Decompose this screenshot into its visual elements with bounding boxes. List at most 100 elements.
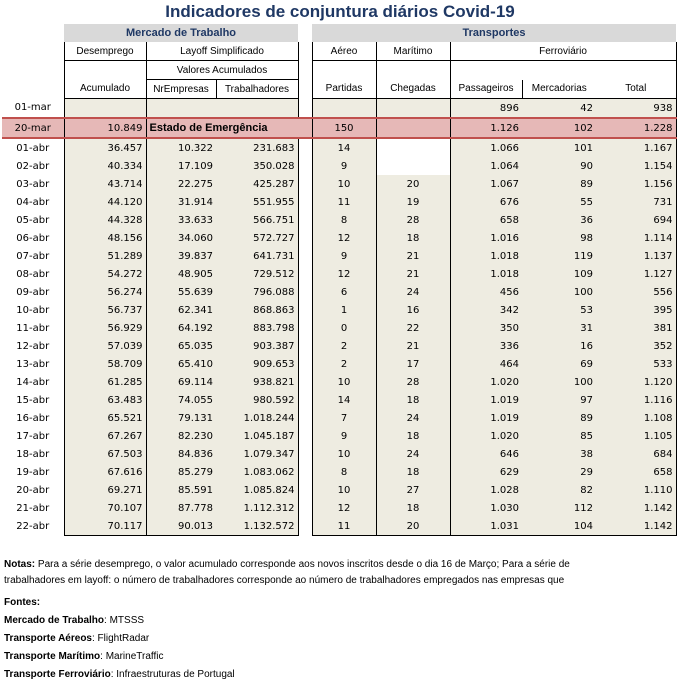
cell-chegadas: 22 (376, 319, 451, 337)
gap-cell (298, 247, 312, 265)
header-partidas: Partidas (311, 79, 377, 99)
row-date: 19-abr (16, 466, 50, 478)
cell-passageiros: 1.066 (450, 138, 522, 157)
cell-desemprego: 36.457 (63, 138, 147, 157)
table-row: 16-abr 65.521 79.131 1.018.244 7 24 1.019 89 1.1… (2, 409, 677, 427)
gap-cell (298, 265, 312, 283)
cell-trabalhadores: 1.018.244 (216, 409, 299, 427)
cell-trabalhadores: 572.727 (216, 229, 299, 247)
cell-total: 1.127 (596, 265, 677, 283)
cell-total: 1.142 (596, 517, 677, 536)
cell-desemprego: 61.285 (63, 373, 147, 391)
row-date: 18-abr (16, 448, 50, 460)
table-row: 07-abr 51.289 39.837 641.731 9 21 1.018 119 1.13… (2, 247, 677, 265)
cell-passageiros: 1.020 (450, 427, 522, 445)
source-transporte-aereo: Transporte Aéreos: FlightRadar (4, 633, 150, 644)
notes-line-2: trabalhadores em layoff: o número de tra… (4, 575, 565, 586)
notes-line-1: Para a série desemprego, o valor acumula… (35, 559, 570, 570)
table-row: 15-abr 63.483 74.055 980.592 14 18 1.019 97 1.11… (2, 391, 677, 409)
cell-mercadorias: 90 (522, 157, 596, 175)
row-date: 09-abr (16, 286, 50, 298)
cell-chegadas: 27 (376, 481, 451, 499)
cell-partidas: 9 (311, 427, 377, 445)
header-row-2: Valores Acumulados (2, 60, 677, 80)
cell-nrempresas: 82.230 (146, 427, 216, 445)
table-row: 03-abr 43.714 22.275 425.287 10 20 1.067 89 1.15… (2, 175, 677, 193)
cell-passageiros: 1.018 (450, 265, 522, 283)
cell-partidas: 14 (311, 138, 377, 157)
cell-trabalhadores: 903.387 (216, 337, 299, 355)
cell-trabalhadores: 883.798 (216, 319, 299, 337)
cell-nrempresas: 85.279 (146, 463, 216, 481)
cell-desemprego: 65.521 (63, 409, 147, 427)
row-date: 22-abr (16, 520, 50, 532)
cell-desemprego: 58.709 (63, 355, 147, 373)
cell-total: 938 (596, 98, 677, 118)
cell-total: 556 (596, 283, 677, 301)
cell-chegadas: 18 (376, 499, 451, 517)
header-trabalhadores: Trabalhadores (216, 79, 299, 99)
row-date: 13-abr (16, 358, 50, 370)
cell-mercadorias: 53 (522, 301, 596, 319)
cell-chegadas: 17 (376, 355, 451, 373)
cell-nrempresas: 79.131 (146, 409, 216, 427)
cell-partidas (311, 98, 377, 118)
cell-partidas: 10 (311, 481, 377, 499)
cell-passageiros: 676 (450, 193, 522, 211)
cell-partidas: 2 (311, 337, 377, 355)
cell-desemprego: 69.271 (63, 481, 147, 499)
cell-passageiros: 658 (450, 211, 522, 229)
table-row: 22-abr 70.117 90.013 1.132.572 11 20 1.031 104 1… (2, 517, 677, 536)
cell-nrempresas: 39.837 (146, 247, 216, 265)
emergency-label: Estado de Emergência (146, 117, 298, 139)
cell-total: 694 (596, 211, 677, 229)
row-date: 01-mar (14, 102, 51, 114)
cell-trabalhadores: 350.028 (216, 157, 299, 175)
cell-desemprego: 44.328 (63, 211, 147, 229)
cell-trabalhadores: 1.045.187 (216, 427, 299, 445)
gap-cell (298, 463, 312, 481)
cell-passageiros: 350 (450, 319, 522, 337)
header-row-1: Desemprego Layoff Simplificado Aéreo Mar… (2, 42, 677, 61)
cell-trabalhadores: 1.079.347 (216, 445, 299, 463)
table-row: 21-abr 70.107 87.778 1.112.312 12 18 1.030 112 1… (2, 499, 677, 517)
cell-trabalhadores: 566.751 (216, 211, 299, 229)
cell-chegadas: 28 (376, 373, 451, 391)
row-date: 06-abr (16, 232, 50, 244)
row-date: 16-abr (16, 412, 50, 424)
header-aereo: Aéreo (311, 42, 377, 61)
cell-nrempresas: 64.192 (146, 319, 216, 337)
indicators-table: Mercado de Trabalho Transportes Desempre… (2, 24, 677, 536)
table-row: 01-mar 896 42 938 (2, 98, 677, 118)
cell-partidas: 10 (311, 445, 377, 463)
cell-mercadorias: 89 (522, 409, 596, 427)
cell-passageiros: 1.030 (450, 499, 522, 517)
table-row: 02-abr 40.334 17.109 350.028 9 1.064 90 1.154 (2, 157, 677, 175)
cell-passageiros: 1.016 (450, 229, 522, 247)
cell-mercadorias: 97 (522, 391, 596, 409)
table-row: 01-abr 36.457 10.322 231.683 14 1.066 101 1.167 (2, 138, 677, 157)
row-date: 04-abr (16, 196, 50, 208)
cell-mercadorias: 109 (522, 265, 596, 283)
cell-nrempresas: 65.035 (146, 337, 216, 355)
cell-mercadorias: 38 (522, 445, 596, 463)
cell-total: 1.137 (596, 247, 677, 265)
cell-partidas: 1 (311, 301, 377, 319)
table-row: 18-abr 67.503 84.836 1.079.347 10 24 646 38 684 (2, 445, 677, 463)
cell-mercadorias: 104 (522, 517, 596, 536)
cell-mercadorias: 102 (522, 117, 596, 139)
gap-cell (298, 445, 312, 463)
row-date: 15-abr (16, 394, 50, 406)
cell-partidas: 8 (311, 463, 377, 481)
cell-nrempresas: 33.633 (146, 211, 216, 229)
cell-partidas: 14 (311, 391, 377, 409)
header-mercadorias: Mercadorias (522, 79, 596, 99)
cell-trabalhadores: 980.592 (216, 391, 299, 409)
cell-chegadas: 18 (376, 391, 451, 409)
cell-passageiros: 336 (450, 337, 522, 355)
cell-chegadas (376, 117, 451, 139)
cell-chegadas: 20 (376, 517, 451, 536)
cell-total: 1.116 (596, 391, 677, 409)
cell-passageiros: 646 (450, 445, 522, 463)
cell-nrempresas: 10.322 (146, 138, 216, 157)
